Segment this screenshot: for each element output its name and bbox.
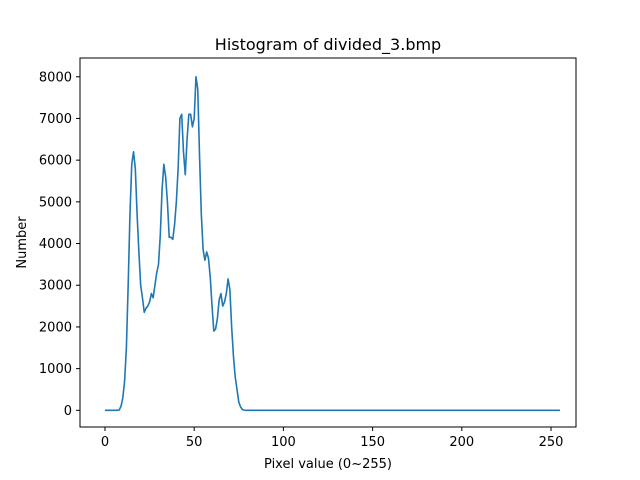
y-tick-label: 0 — [64, 404, 72, 419]
y-tick-label: 7000 — [39, 112, 72, 127]
y-axis-label: Number — [15, 216, 30, 269]
series-layer — [104, 75, 560, 412]
y-tick-label: 1000 — [39, 362, 72, 377]
y-tick-label: 6000 — [39, 154, 72, 169]
y-tick-label: 5000 — [39, 195, 72, 210]
x-tick-label: 200 — [449, 435, 474, 450]
x-tick-label: 100 — [271, 435, 296, 450]
plot-area-frame — [79, 57, 577, 428]
y-tick-label: 2000 — [39, 320, 72, 335]
x-tick-label: 0 — [101, 435, 109, 450]
series-line-0 — [104, 75, 560, 412]
x-tick-label: 250 — [539, 435, 564, 450]
x-tick-label: 50 — [186, 435, 203, 450]
x-axis-ticks: 0 50 100 150 200 250 — [101, 427, 564, 450]
x-tick-label: 150 — [360, 435, 385, 450]
y-tick-label: 4000 — [39, 237, 72, 252]
y-axis-ticks: 0 1000 2000 3000 4000 5000 6000 7000 8000 — [39, 70, 80, 419]
chart-title: Histogram of divided_3.bmp — [215, 35, 441, 55]
y-tick-label: 3000 — [39, 279, 72, 294]
y-tick-label: 8000 — [39, 70, 72, 85]
x-axis-label: Pixel value (0~255) — [264, 457, 392, 472]
